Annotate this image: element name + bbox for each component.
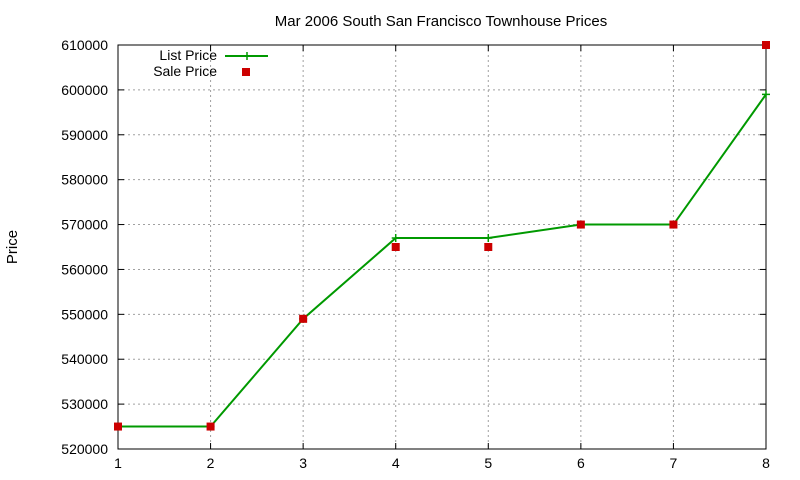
legend: List Price Sale Price (153, 47, 268, 79)
point-sale-price (299, 314, 308, 323)
point-sale-price (391, 243, 400, 251)
point-sale-price (206, 422, 215, 431)
series-layer (114, 41, 770, 431)
legend-label-list-price: List Price (159, 47, 217, 63)
y-tick-label: 520000 (61, 441, 108, 457)
y-tick-label: 590000 (61, 127, 108, 143)
series-sale-price (114, 41, 770, 431)
point-sale-price (669, 220, 678, 229)
x-tick-label: 3 (299, 455, 307, 471)
y-tick-label: 570000 (61, 217, 108, 233)
point-sale-price (114, 422, 122, 431)
x-tick-label: 8 (762, 455, 770, 471)
x-tick-label: 5 (484, 455, 492, 471)
point-list-price (762, 90, 770, 99)
x-tick-label: 1 (114, 455, 122, 471)
point-sale-price (484, 243, 493, 251)
chart-title: Mar 2006 South San Francisco Townhouse P… (275, 13, 607, 30)
axis-ticks: 520000 530000 540000 550000 560000 570000 5800… (61, 37, 770, 471)
y-tick-label: 610000 (61, 37, 108, 53)
plot-frame (117, 44, 767, 450)
y-tick-label: 540000 (61, 351, 108, 367)
y-tick-label: 600000 (61, 82, 108, 98)
x-tick-label: 6 (577, 455, 585, 471)
legend-marker-sale-price (242, 68, 250, 76)
grid (118, 45, 766, 449)
y-tick-label: 550000 (61, 306, 108, 322)
y-tick-label: 530000 (61, 396, 108, 412)
point-list-price (391, 234, 400, 243)
x-tick-label: 7 (670, 455, 678, 471)
point-list-price (484, 234, 493, 243)
x-tick-label: 4 (392, 455, 400, 471)
series-list-price (114, 90, 770, 431)
series-line-list-price (118, 93, 767, 428)
legend-label-sale-price: Sale Price (153, 63, 217, 79)
y-tick-label: 580000 (61, 172, 108, 188)
y-axis-label: Price (4, 230, 21, 264)
point-sale-price (576, 220, 585, 229)
x-tick-label: 2 (207, 455, 215, 471)
y-tick-label: 560000 (61, 261, 108, 277)
point-sale-price (762, 41, 770, 49)
